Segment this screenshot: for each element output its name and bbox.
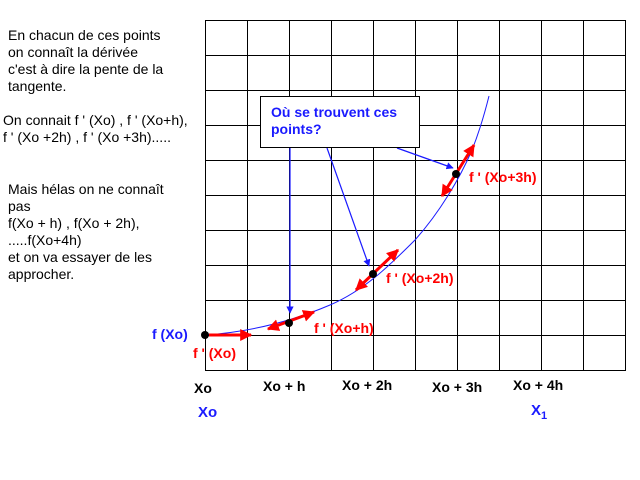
tick-label: Xo [194,380,212,396]
tick-label: Xo + h [263,378,306,394]
point-xo2h [369,270,377,278]
guide-arrow-xo2h [326,147,371,267]
tick-label: Xo + 4h [513,377,564,393]
tick-label: Xo + 3h [432,379,483,395]
point-xoh [285,319,293,327]
label-end-x1: X1 [531,402,547,422]
label-fp-xo: f ' (Xo) [193,345,236,361]
tangent-vectors [209,143,476,341]
label-f-xo: f (Xo) [152,326,188,342]
label-fp-xoh: f ' (Xo+h) [314,320,374,336]
note-unknown-values: Mais hélas on ne connaît pas f(Xo + h) ,… [8,181,164,282]
tick-label: Xo + 2h [342,377,393,393]
tangent-xo2h [354,248,400,292]
label-start-xo: Xo [198,404,218,421]
label-end-x: X [531,402,542,419]
tangent-xo3h [440,143,476,198]
label-fp-xo3h: f ' (Xo+3h) [469,169,537,185]
known-points [201,170,460,339]
grid [205,20,626,371]
callout-box: Où se trouvent ces points? [260,96,420,148]
label-end-subscript: 1 [541,410,548,422]
guide-arrow-xo3h [396,147,454,170]
point-xo [201,331,209,339]
label-fp-xo2h: f ' (Xo+2h) [386,270,454,286]
note-derivative: En chacun de ces points on connaît la dé… [8,27,164,94]
point-xo3h [452,170,460,178]
note-known-derivatives: On connait f ' (Xo) , f ' (Xo+h), f ' (X… [3,112,188,145]
